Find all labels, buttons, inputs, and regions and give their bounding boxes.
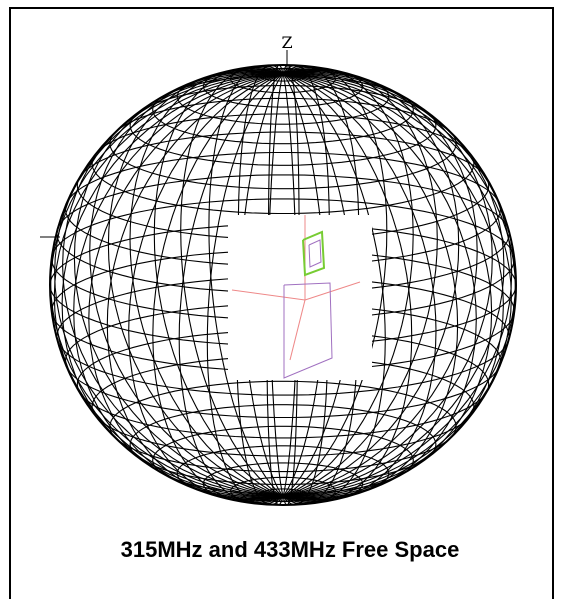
loop-antenna — [283, 282, 333, 379]
sphere-outline — [49, 64, 517, 506]
wireframe-line — [180, 66, 386, 504]
axis-line — [304, 281, 361, 301]
feed-loop — [302, 230, 326, 277]
caption: 315MHz and 433MHz Free Space — [121, 537, 460, 562]
sphere-wireframe — [49, 64, 517, 506]
wireframe-line — [54, 72, 512, 498]
wireframe-line — [152, 67, 414, 503]
inner-panel — [228, 215, 372, 380]
axis-line — [289, 299, 306, 361]
axis-label: Z — [281, 33, 292, 52]
antenna-model — [231, 215, 361, 379]
wireframe-line — [53, 72, 513, 498]
axis-line — [231, 289, 306, 301]
wireframe-line — [129, 68, 437, 502]
feed-loop-inner — [308, 239, 322, 268]
